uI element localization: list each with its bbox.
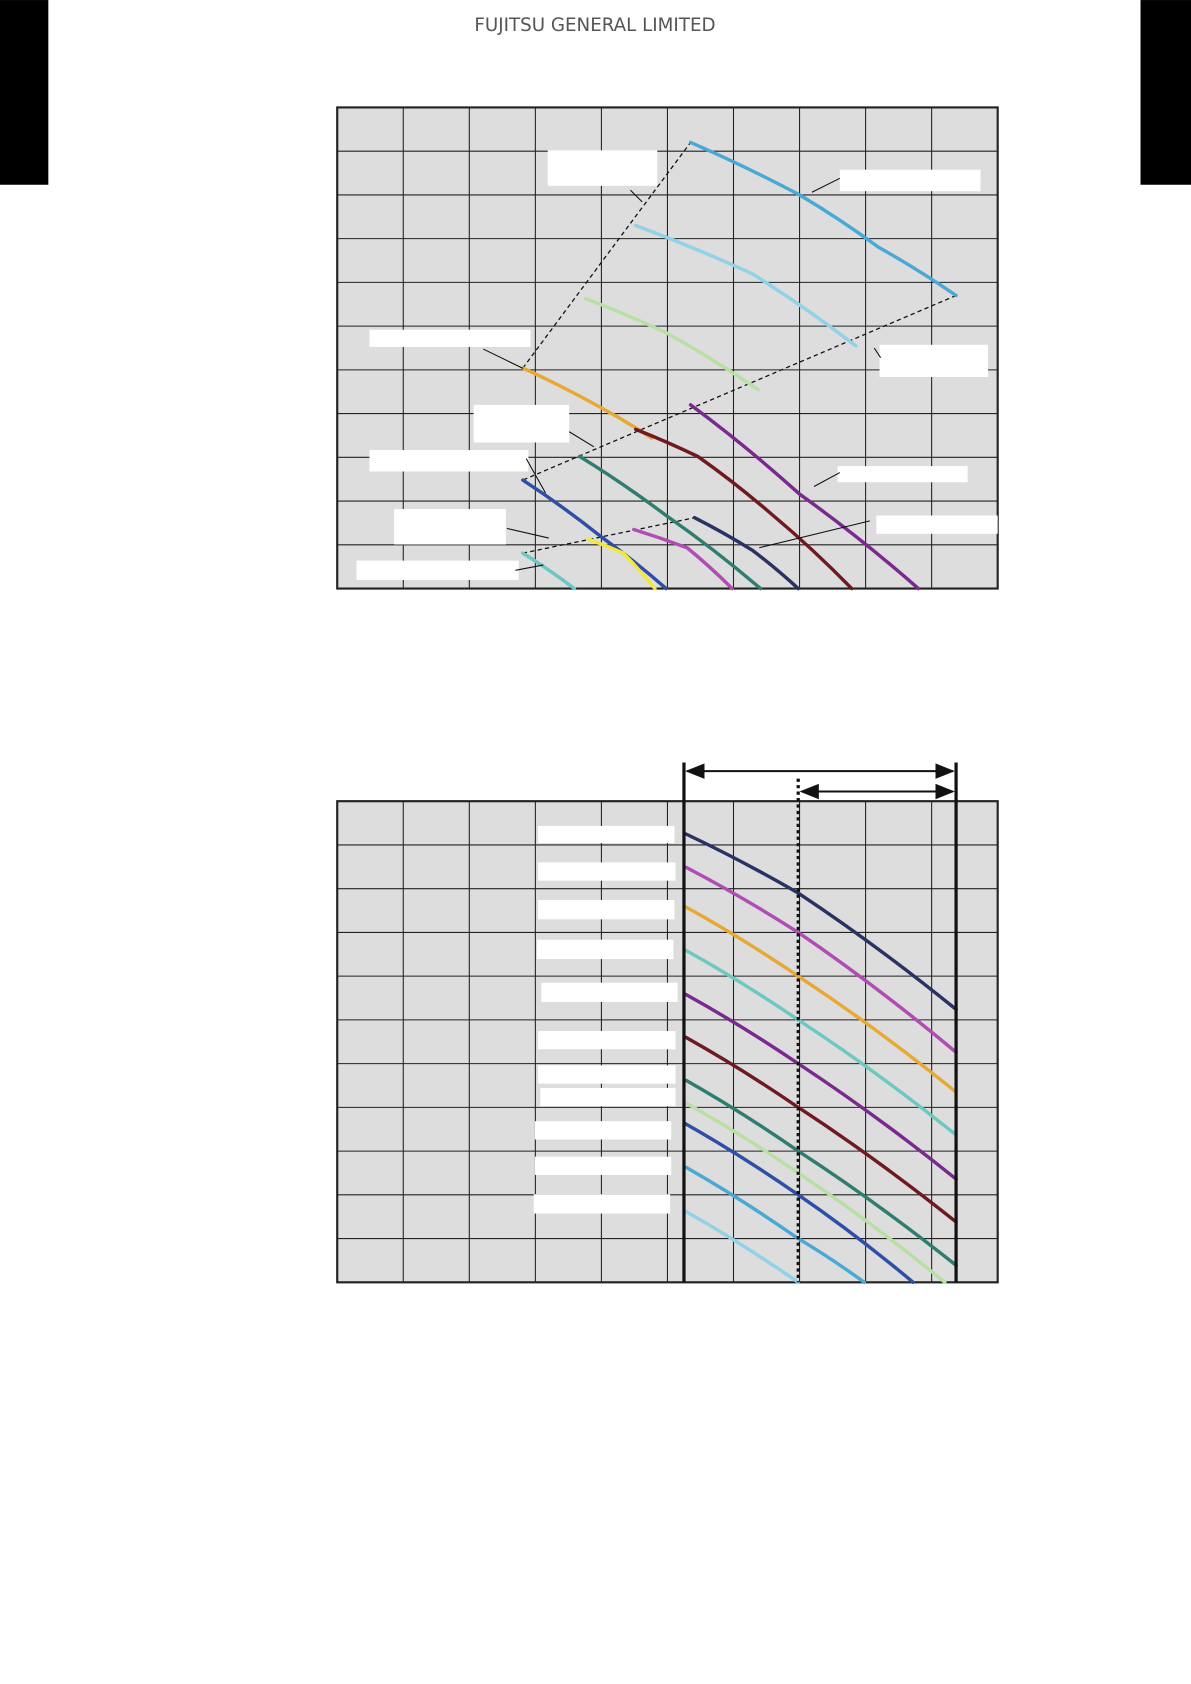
leader-line [568, 431, 595, 448]
leader-line [515, 564, 544, 571]
series-line [684, 905, 958, 1094]
series-line [684, 832, 958, 1012]
series-line [521, 551, 577, 591]
series-line [684, 1122, 915, 1285]
label-box [538, 825, 675, 844]
series-line [632, 527, 734, 591]
label-box [837, 466, 968, 483]
corner-tab-left [0, 0, 49, 185]
series-line [583, 296, 760, 392]
leader-line [873, 347, 882, 358]
leader-line [813, 472, 841, 487]
series-line [684, 1209, 800, 1285]
label-box [533, 1194, 671, 1214]
corner-tab-right [1140, 0, 1191, 185]
label-box [369, 450, 529, 472]
label-box [538, 1065, 676, 1084]
series-line [634, 427, 854, 591]
label-box [536, 939, 674, 960]
boundary-dashed-line [522, 142, 692, 369]
leader-line [811, 177, 841, 193]
series-line [688, 140, 958, 298]
series-line [684, 865, 958, 1054]
label-box [540, 1087, 676, 1107]
label-box [876, 515, 998, 534]
leader-line [506, 527, 549, 539]
series-line [684, 1165, 866, 1285]
label-box [541, 982, 678, 1003]
label-box [879, 344, 989, 377]
leader-line [483, 348, 524, 369]
leader-line [630, 189, 643, 203]
label-box [356, 560, 519, 580]
label-box [538, 862, 676, 881]
chart-bottom [336, 762, 999, 1285]
leader-line [525, 458, 547, 494]
label-box [538, 899, 675, 920]
series-line [586, 537, 657, 591]
boundary-dashed-line [522, 294, 957, 481]
label-box [534, 1121, 672, 1140]
series-line [692, 515, 800, 591]
label-box [547, 150, 658, 186]
label-box [473, 404, 570, 443]
series-line [634, 223, 858, 348]
series-line [684, 1078, 958, 1267]
label-box [369, 329, 531, 347]
label-box [538, 1031, 676, 1050]
leader-line [759, 520, 871, 549]
series-line [521, 366, 654, 440]
header-company: FUJITSU GENERAL LIMITED [474, 15, 715, 36]
series-line [521, 478, 668, 591]
label-box [394, 509, 506, 545]
series-line [688, 403, 921, 591]
series-line [577, 454, 763, 591]
chart-top [336, 106, 999, 591]
plot-frame [336, 800, 999, 1284]
label-box [839, 169, 981, 192]
label-box [534, 1156, 672, 1175]
boundary-dashed-line [522, 517, 695, 554]
